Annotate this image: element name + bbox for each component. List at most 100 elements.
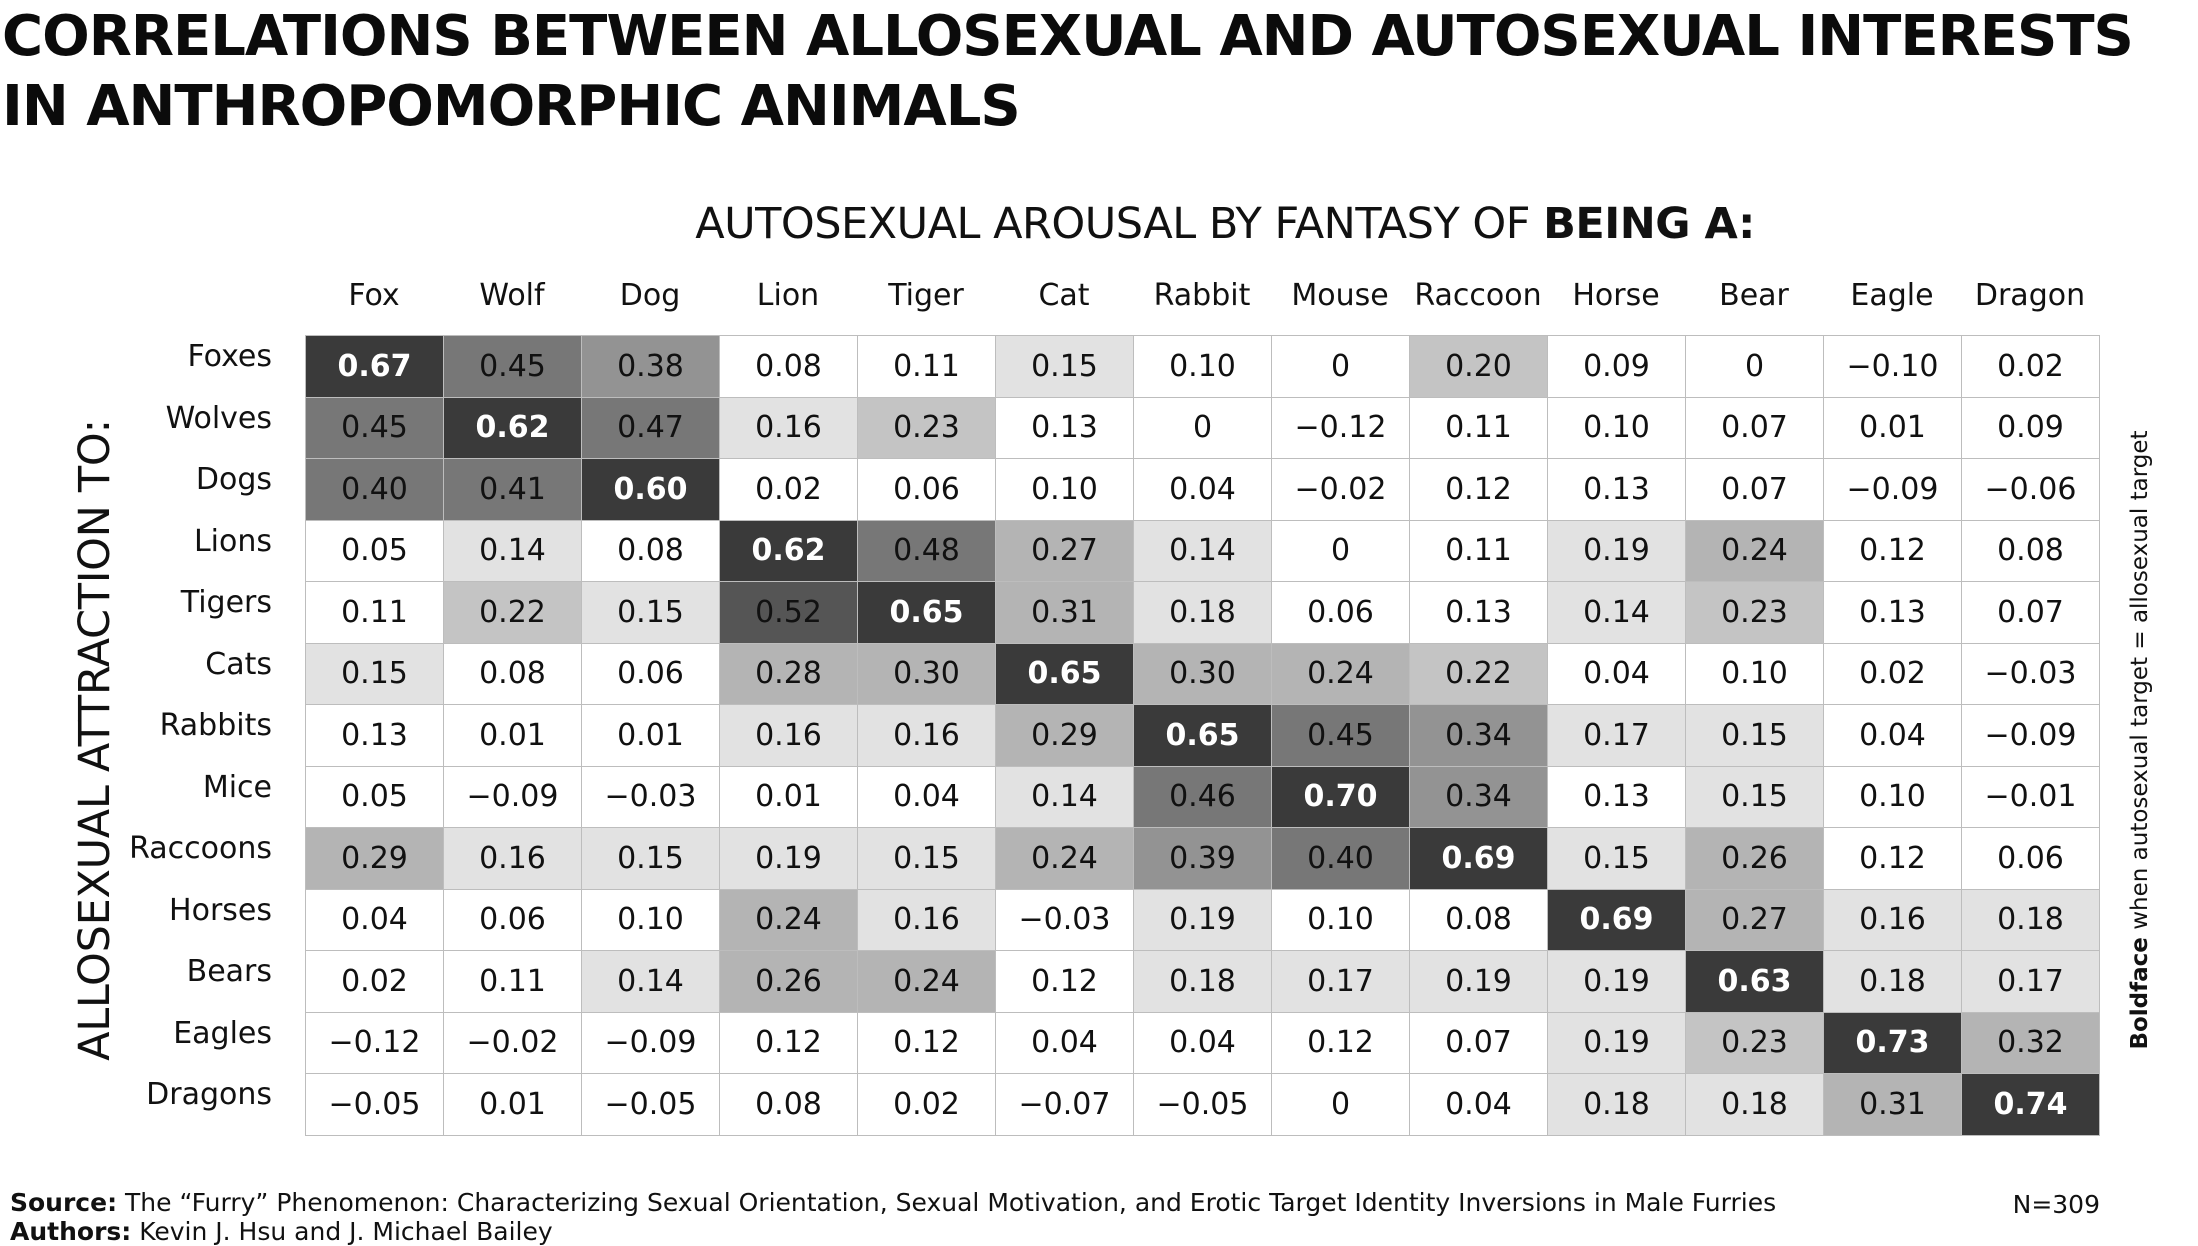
heatmap-cell-foxes-dog: 0.38	[581, 335, 720, 398]
heatmap-cell-wolves-tiger: 0.23	[857, 396, 996, 459]
heatmap-cell-raccoons-fox: 0.29	[305, 827, 444, 890]
heatmap-cell-rabbits-dragon: −0.09	[1961, 704, 2100, 767]
heatmap-cell-wolves-rabbit: 0	[1133, 396, 1272, 459]
heatmap-cell-rabbits-tiger: 0.16	[857, 704, 996, 767]
heatmap-cell-mice-dog: −0.03	[581, 765, 720, 828]
heatmap-cell-lions-bear: 0.24	[1685, 519, 1824, 582]
heatmap-cell-dogs-dragon: −0.06	[1961, 458, 2100, 521]
heatmap-cell-horses-dragon: 0.18	[1961, 888, 2100, 951]
source-line: Source: The “Furry” Phenomenon: Characte…	[10, 1188, 1776, 1217]
heatmap-cell-cats-wolf: 0.08	[443, 642, 582, 705]
heatmap-cell-tigers-raccoon: 0.13	[1409, 581, 1548, 644]
authors-line: Authors: Kevin J. Hsu and J. Michael Bai…	[10, 1217, 553, 1246]
heatmap-cell-wolves-mouse: −0.12	[1271, 396, 1410, 459]
heatmap-cell-dragons-dragon: 0.74	[1961, 1073, 2100, 1136]
heatmap-cell-dragons-dog: −0.05	[581, 1073, 720, 1136]
heatmap-cell-wolves-horse: 0.10	[1547, 396, 1686, 459]
row-label-foxes: Foxes	[187, 339, 272, 374]
boldface-note-bold: Boldface	[2127, 937, 2153, 1050]
heatmap-cell-bears-cat: 0.12	[995, 950, 1134, 1013]
heatmap-cell-cats-rabbit: 0.30	[1133, 642, 1272, 705]
heatmap-cell-horses-dog: 0.10	[581, 888, 720, 951]
heatmap-cell-mice-dragon: −0.01	[1961, 765, 2100, 828]
heatmap-cell-dragons-bear: 0.18	[1685, 1073, 1824, 1136]
heatmap-cell-bears-eagle: 0.18	[1823, 950, 1962, 1013]
heatmap-cell-rabbits-raccoon: 0.34	[1409, 704, 1548, 767]
heatmap-cell-mice-horse: 0.13	[1547, 765, 1686, 828]
heatmap-cell-raccoons-rabbit: 0.39	[1133, 827, 1272, 890]
column-axis-title: AUTOSEXUAL AROUSAL BY FANTASY OF BEING A…	[300, 196, 2150, 252]
heatmap-cell-foxes-mouse: 0	[1271, 335, 1410, 398]
heatmap-cell-horses-lion: 0.24	[719, 888, 858, 951]
heatmap-cell-dogs-mouse: −0.02	[1271, 458, 1410, 521]
heatmap-cell-bears-raccoon: 0.19	[1409, 950, 1548, 1013]
heatmap-cell-dogs-tiger: 0.06	[857, 458, 996, 521]
row-label-lions: Lions	[193, 523, 272, 559]
row-label-tigers: Tigers	[180, 585, 272, 620]
heatmap-cell-rabbits-mouse: 0.45	[1271, 704, 1410, 767]
heatmap-cell-cats-mouse: 0.24	[1271, 642, 1410, 705]
heatmap-cell-dragons-tiger: 0.02	[857, 1073, 996, 1136]
row-label-horses: Horses	[169, 892, 272, 928]
chart-title: CORRELATIONS BETWEEN ALLOSEXUAL AND AUTO…	[2, 2, 2198, 142]
heatmap-cell-dogs-lion: 0.02	[719, 458, 858, 521]
heatmap-cell-horses-rabbit: 0.19	[1133, 888, 1272, 951]
heatmap-cell-foxes-tiger: 0.11	[857, 335, 996, 398]
heatmap-cell-mice-eagle: 0.10	[1823, 765, 1962, 828]
heatmap-cell-tigers-cat: 0.31	[995, 581, 1134, 644]
heatmap-cell-wolves-fox: 0.45	[305, 396, 444, 459]
heatmap-cell-lions-cat: 0.27	[995, 519, 1134, 582]
column-label-lion: Lion	[756, 278, 820, 313]
heatmap-cell-bears-horse: 0.19	[1547, 950, 1686, 1013]
heatmap-cell-dogs-horse: 0.13	[1547, 458, 1686, 521]
heatmap-cell-raccoons-horse: 0.15	[1547, 827, 1686, 890]
heatmap-cell-wolves-cat: 0.13	[995, 396, 1134, 459]
heatmap-cell-foxes-fox: 0.67	[305, 335, 444, 398]
heatmap-cell-cats-dragon: −0.03	[1961, 642, 2100, 705]
heatmap-cell-rabbits-fox: 0.13	[305, 704, 444, 767]
column-label-dragon: Dragon	[1974, 278, 2086, 313]
heatmap-cell-foxes-eagle: −0.10	[1823, 335, 1962, 398]
heatmap-cell-tigers-fox: 0.11	[305, 581, 444, 644]
heatmap-cell-lions-rabbit: 0.14	[1133, 519, 1272, 582]
heatmap-cell-raccoons-eagle: 0.12	[1823, 827, 1962, 890]
heatmap-cell-eagles-eagle: 0.73	[1823, 1011, 1962, 1074]
heatmap-cell-foxes-wolf: 0.45	[443, 335, 582, 398]
heatmap-cell-bears-rabbit: 0.18	[1133, 950, 1272, 1013]
heatmap-cell-mice-cat: 0.14	[995, 765, 1134, 828]
heatmap-cell-cats-horse: 0.04	[1547, 642, 1686, 705]
heatmap-cell-tigers-lion: 0.52	[719, 581, 858, 644]
heatmap-cell-horses-horse: 0.69	[1547, 888, 1686, 951]
column-label-raccoon: Raccoon	[1414, 278, 1542, 313]
heatmap-cell-cats-bear: 0.10	[1685, 642, 1824, 705]
heatmap-cell-raccoons-dragon: 0.06	[1961, 827, 2100, 890]
heatmap-cell-tigers-wolf: 0.22	[443, 581, 582, 644]
heatmap-cell-dogs-raccoon: 0.12	[1409, 458, 1548, 521]
row-label-eagles: Eagles	[173, 1015, 272, 1051]
heatmap-cell-lions-dragon: 0.08	[1961, 519, 2100, 582]
column-label-mouse: Mouse	[1291, 278, 1389, 313]
heatmap-cell-horses-cat: −0.03	[995, 888, 1134, 951]
heatmap-cell-lions-raccoon: 0.11	[1409, 519, 1548, 582]
heatmap-cell-cats-dog: 0.06	[581, 642, 720, 705]
authors-label: Authors:	[10, 1217, 132, 1246]
heatmap-cell-tigers-dog: 0.15	[581, 581, 720, 644]
heatmap-cell-raccoons-mouse: 0.40	[1271, 827, 1410, 890]
heatmap-cell-tigers-mouse: 0.06	[1271, 581, 1410, 644]
source-text: The “Furry” Phenomenon: Characterizing S…	[117, 1188, 1777, 1217]
heatmap-cell-mice-rabbit: 0.46	[1133, 765, 1272, 828]
heatmap-cell-dogs-dog: 0.60	[581, 458, 720, 521]
heatmap-cell-eagles-lion: 0.12	[719, 1011, 858, 1074]
row-label-wolves: Wolves	[165, 400, 272, 436]
heatmap-cell-raccoons-wolf: 0.16	[443, 827, 582, 890]
heatmap-cell-foxes-raccoon: 0.20	[1409, 335, 1548, 398]
heatmap-cell-dogs-fox: 0.40	[305, 458, 444, 521]
heatmap-cell-horses-eagle: 0.16	[1823, 888, 1962, 951]
heatmap-cell-lions-fox: 0.05	[305, 519, 444, 582]
heatmap-cell-dragons-raccoon: 0.04	[1409, 1073, 1548, 1136]
boldface-note: Boldface when autosexual target = allose…	[2127, 430, 2153, 1049]
heatmap-cell-tigers-rabbit: 0.18	[1133, 581, 1272, 644]
heatmap-cell-rabbits-bear: 0.15	[1685, 704, 1824, 767]
heatmap-cell-horses-wolf: 0.06	[443, 888, 582, 951]
heatmap-cell-lions-tiger: 0.48	[857, 519, 996, 582]
